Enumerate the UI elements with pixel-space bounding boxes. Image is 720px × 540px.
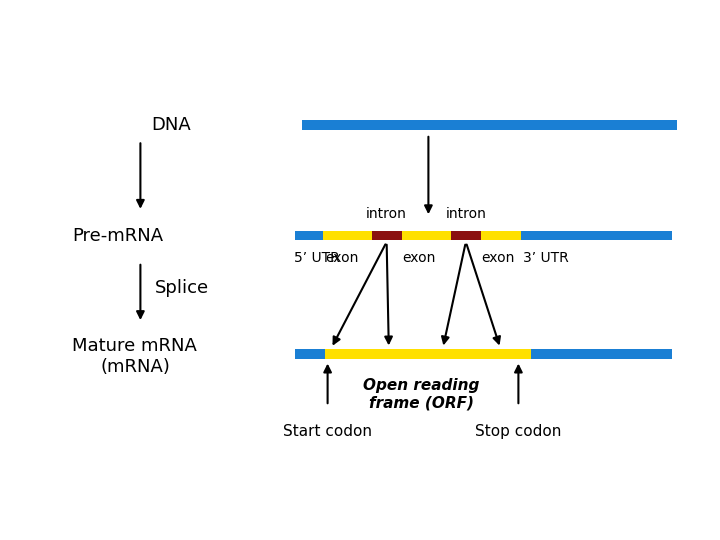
Text: Splice: Splice bbox=[155, 279, 209, 297]
Text: exon: exon bbox=[325, 251, 359, 265]
Text: intron: intron bbox=[446, 207, 486, 221]
Text: 3’ UTR: 3’ UTR bbox=[523, 251, 569, 265]
Text: Pre-mRNA: Pre-mRNA bbox=[72, 227, 163, 245]
Text: (mRNA): (mRNA) bbox=[101, 358, 171, 376]
Text: DNA: DNA bbox=[151, 116, 191, 134]
Text: Stop codon: Stop codon bbox=[475, 424, 562, 439]
Bar bbox=[531, 349, 672, 359]
Bar bbox=[481, 231, 521, 240]
Bar bbox=[302, 120, 677, 130]
Bar bbox=[372, 231, 402, 240]
Text: intron: intron bbox=[366, 207, 407, 221]
Bar bbox=[546, 231, 672, 240]
Bar bbox=[295, 349, 325, 359]
Text: exon: exon bbox=[402, 251, 435, 265]
Text: Mature mRNA: Mature mRNA bbox=[72, 336, 197, 355]
Text: exon: exon bbox=[481, 251, 514, 265]
Bar bbox=[402, 231, 451, 240]
Text: 5’ UTR: 5’ UTR bbox=[294, 251, 340, 265]
Text: Start codon: Start codon bbox=[283, 424, 372, 439]
Bar bbox=[325, 349, 531, 359]
Bar bbox=[295, 231, 323, 240]
Bar bbox=[521, 231, 546, 240]
Bar bbox=[451, 231, 481, 240]
Text: Open reading
frame (ORF): Open reading frame (ORF) bbox=[363, 378, 480, 410]
Bar bbox=[323, 231, 372, 240]
